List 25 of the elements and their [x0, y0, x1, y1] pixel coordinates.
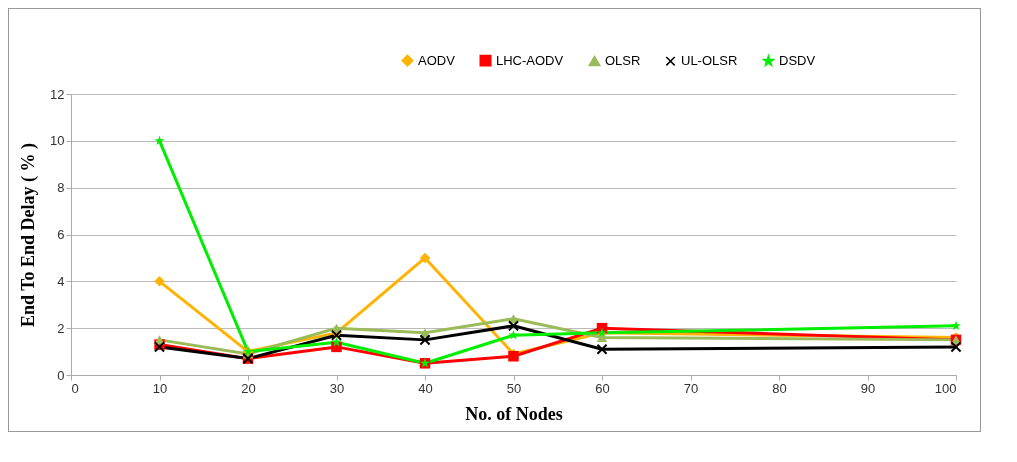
x-tick-label: 30 [329, 380, 345, 396]
legend-label: LHC-AODV [496, 52, 564, 68]
y-tick-label: 2 [57, 320, 65, 336]
y-axis-title: End To End Delay ( % ) [18, 142, 40, 328]
x-tick-label: 40 [418, 380, 433, 396]
x-tick-label: 0 [71, 380, 79, 396]
y-tick-label: 0 [57, 367, 65, 383]
x-tick-label: 100 [934, 380, 957, 396]
y-tick-label: 6 [57, 227, 65, 242]
x-tick-label: 20 [241, 380, 256, 396]
legend-label: OLSR [605, 52, 641, 68]
legend-label: UL-OLSR [681, 53, 738, 69]
x-tick-label: 80 [772, 380, 787, 396]
x-tick-label: 90 [860, 380, 876, 396]
x-tick-label: 50 [506, 380, 522, 396]
x-axis-title: No. of Nodes [465, 403, 563, 424]
legend-label: AODV [418, 52, 456, 68]
x-tick-label: 60 [595, 380, 610, 396]
y-tick-label: 8 [57, 180, 65, 196]
x-tick-label: 10 [152, 380, 168, 396]
y-tick-label: 10 [50, 133, 65, 149]
y-tick-label: 4 [57, 273, 65, 289]
x-tick-label: 70 [683, 380, 699, 396]
legend-label: DSDV [779, 53, 816, 69]
y-tick-label: 12 [50, 86, 65, 102]
